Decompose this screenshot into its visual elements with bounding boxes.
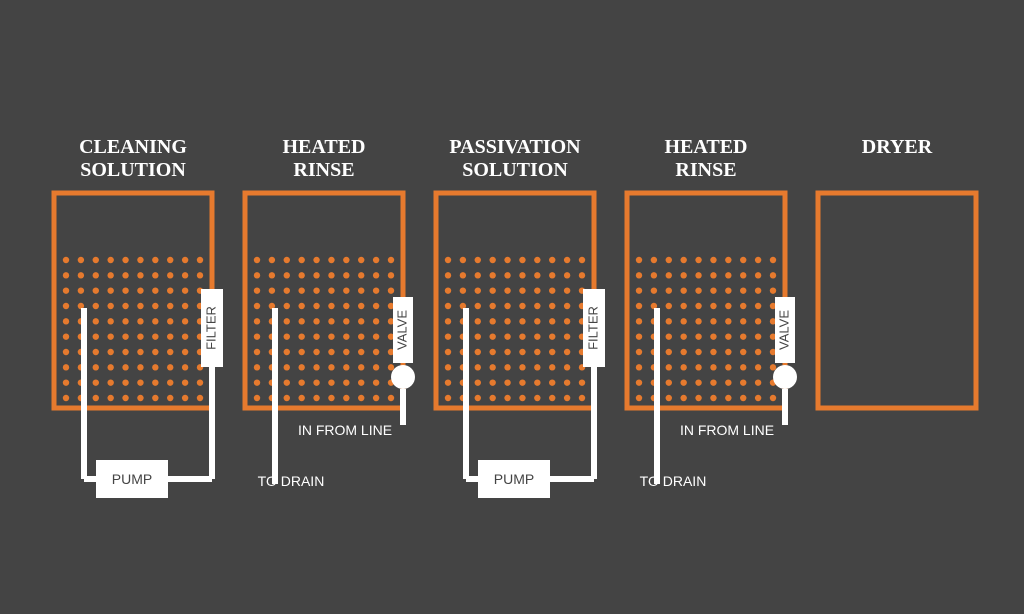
- pump-label: PUMP: [112, 471, 152, 487]
- in-from-line-label: IN FROM LINE: [298, 422, 392, 438]
- valve-label: VALVE: [776, 310, 791, 350]
- tank-title-line1: HEATED: [283, 136, 366, 158]
- tank-title-line1: PASSIVATION: [449, 136, 581, 158]
- valve-circle: [391, 365, 415, 389]
- tank-title-line2: SOLUTION: [462, 159, 568, 181]
- filter-label: FILTER: [203, 306, 218, 350]
- tank-title-line2: RINSE: [293, 159, 354, 181]
- to-drain-label: TO DRAIN: [258, 473, 325, 489]
- tank-title-line1: DRYER: [862, 136, 933, 158]
- tank-title-line2: RINSE: [675, 159, 736, 181]
- valve-circle: [773, 365, 797, 389]
- to-drain-label: TO DRAIN: [640, 473, 707, 489]
- tank-title-line2: SOLUTION: [80, 159, 186, 181]
- valve-label: VALVE: [394, 310, 409, 350]
- tank-title-line1: CLEANING: [79, 136, 187, 158]
- pump-label: PUMP: [494, 471, 534, 487]
- tank-title-line1: HEATED: [665, 136, 748, 158]
- in-from-line-label: IN FROM LINE: [680, 422, 774, 438]
- filter-label: FILTER: [585, 306, 600, 350]
